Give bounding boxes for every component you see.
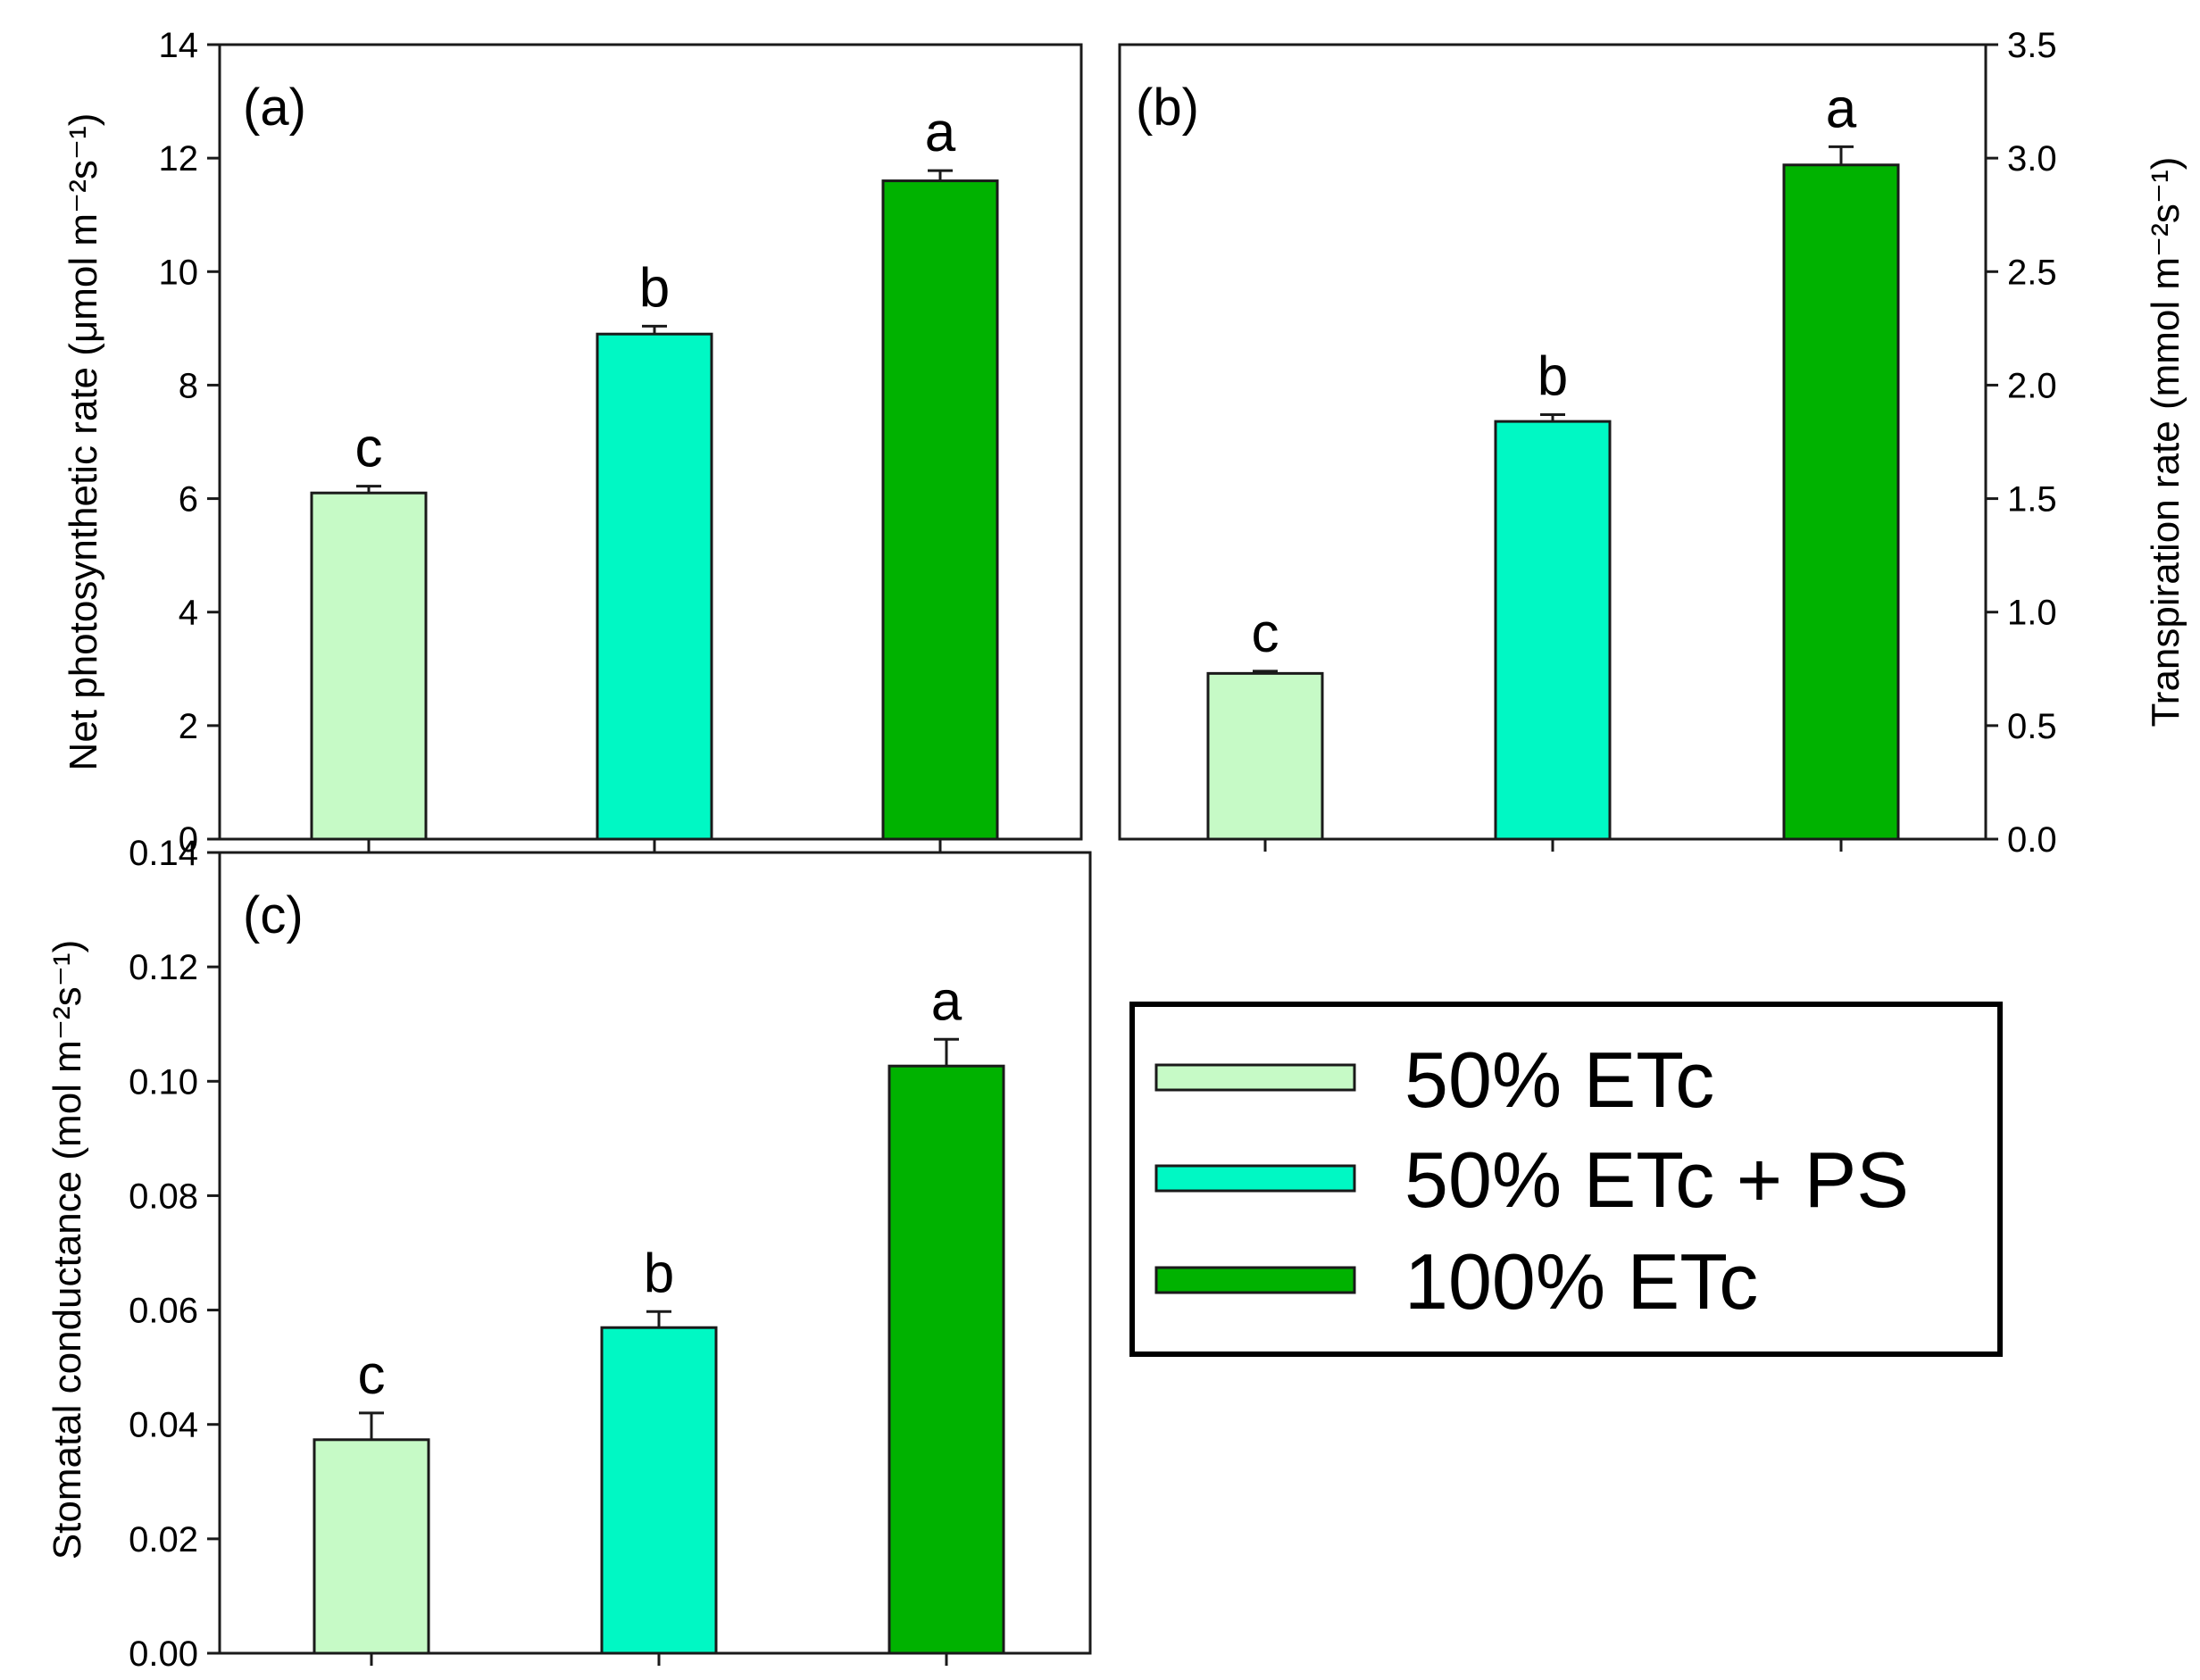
panel-c-bar-50-etc	[312, 1438, 430, 1655]
panel-a-ticks: 0 2 4 6 8 10 12 14	[159, 26, 220, 860]
legend-label-50-etc: 50% ETc	[1404, 1035, 1714, 1124]
panel-a-ytick-label: 12	[159, 139, 199, 179]
panel-a-bar-50-etc	[310, 491, 428, 841]
panel-b-ytick-label: 2.5	[2007, 253, 2057, 292]
panel-b-ytick-label: 1.5	[2007, 480, 2057, 520]
panel-b-y-axis-title: Transpiration rate (mmol m⁻²s⁻¹)	[2144, 157, 2188, 728]
panel-c-ytick-label: 0.14	[129, 834, 198, 873]
panel-a-ytick-label: 6	[179, 480, 198, 520]
panel-b-bar-100-etc	[1782, 163, 1900, 841]
panel-b-ytick-label: 0.0	[2007, 820, 2057, 860]
panel-b-ytick-label: 0.5	[2007, 707, 2057, 746]
panel-b-letter-50-etc: c	[1252, 603, 1279, 664]
panel-c-ticks: 0.00 0.02 0.04 0.06 0.08 0.10 0.12 0.14	[129, 834, 220, 1674]
panel-c-ytick-label: 0.12	[129, 948, 198, 987]
panel-b-ytick-label: 3.5	[2007, 26, 2057, 65]
legend-swatch-50-etc-ps	[1154, 1164, 1356, 1193]
panel-a: (a) Net photosynthetic rate (μmol m⁻²s⁻¹…	[62, 26, 1083, 860]
panel-b-bars: c b a	[1206, 78, 1900, 852]
legend-label-100-etc: 100% ETc	[1404, 1237, 1758, 1326]
panel-c-bars: c b a	[312, 970, 1005, 1666]
legend-label-50-etc-ps: 50% ETc + PS	[1404, 1135, 1909, 1224]
panel-c-ytick-label: 0.00	[129, 1634, 198, 1674]
panel-b-bar-50-etc-ps	[1494, 420, 1612, 841]
panel-a-bar-50-etc-ps	[596, 332, 713, 841]
panel-b-bar-50-etc	[1206, 671, 1324, 841]
panel-b-letter-100-etc: a	[1826, 78, 1857, 139]
panel-c-letter-50-etc: c	[358, 1344, 386, 1406]
panel-b-error-bar-100-etc	[1829, 145, 1854, 165]
panel-c-letter-100-etc: a	[931, 970, 962, 1032]
panel-c-letter-50-etc-ps: b	[644, 1243, 674, 1304]
panel-a-ytick-label: 2	[179, 707, 198, 746]
panel-c: (c) Stomatal conductance (mol m⁻²s⁻¹) 0.…	[46, 834, 1092, 1674]
panel-b-letter-50-etc-ps: b	[1538, 345, 1568, 407]
panel-b-ytick-label: 1.0	[2007, 594, 2057, 633]
panel-b-ytick-label: 3.0	[2007, 139, 2057, 179]
panel-c-ytick-label: 0.10	[129, 1062, 198, 1102]
panel-b-ticks: 0.0 0.5 1.0 1.5 2.0 2.5 3.0 3.5	[1986, 26, 2057, 860]
panel-c-ytick-label: 0.02	[129, 1520, 198, 1559]
panel-a-ytick-label: 4	[179, 594, 198, 633]
panel-b-error-bar-50-etc-ps	[1540, 412, 1565, 422]
panel-b-label: (b)	[1136, 79, 1199, 137]
panel-a-letter-100-etc: a	[925, 102, 956, 163]
panel-c-bar-100-etc	[888, 1064, 1005, 1655]
panel-a-ytick-label: 14	[159, 26, 199, 65]
panel-c-label: (c)	[243, 886, 304, 944]
panel-c-ytick-label: 0.06	[129, 1292, 198, 1331]
panel-b: (b) Transpiration rate (mmol m⁻²s⁻¹) 0.0…	[1118, 26, 2188, 860]
panel-b-ytick-label: 2.0	[2007, 366, 2057, 405]
panel-c-ytick-label: 0.08	[129, 1177, 198, 1216]
panel-c-error-bar-50-etc	[359, 1411, 384, 1440]
panel-b-error-bar-50-etc	[1253, 670, 1278, 674]
panel-c-bar-50-etc-ps	[600, 1326, 718, 1655]
legend-swatch-100-etc	[1154, 1266, 1356, 1294]
panel-a-letter-50-etc: c	[355, 418, 383, 479]
legend: 50% ETc 50% ETc + PS 100% ETc	[1129, 1002, 2003, 1357]
panel-a-bar-100-etc	[881, 179, 999, 841]
panel-a-ytick-label: 8	[179, 366, 198, 405]
panel-a-error-bar-100-etc	[928, 169, 953, 181]
panel-a-error-bar-50-etc	[356, 485, 381, 494]
panel-a-y-axis-title: Net photosynthetic rate (μmol m⁻²s⁻¹)	[62, 113, 105, 771]
panel-a-label: (a)	[243, 79, 306, 137]
panel-a-error-bar-50-etc-ps	[642, 324, 667, 335]
panel-a-ytick-label: 0	[179, 820, 198, 860]
panel-a-bars: c b a	[310, 102, 999, 852]
panel-c-y-axis-title: Stomatal conductance (mol m⁻²s⁻¹)	[46, 940, 89, 1559]
panel-c-error-bar-100-etc	[934, 1037, 959, 1067]
panel-a-letter-50-etc-ps: b	[639, 257, 670, 319]
legend-swatch-50-etc	[1154, 1063, 1356, 1092]
panel-c-error-bar-50-etc-ps	[646, 1310, 671, 1328]
panel-c-ytick-label: 0.04	[129, 1406, 198, 1445]
panel-a-ytick-label: 10	[159, 253, 199, 292]
